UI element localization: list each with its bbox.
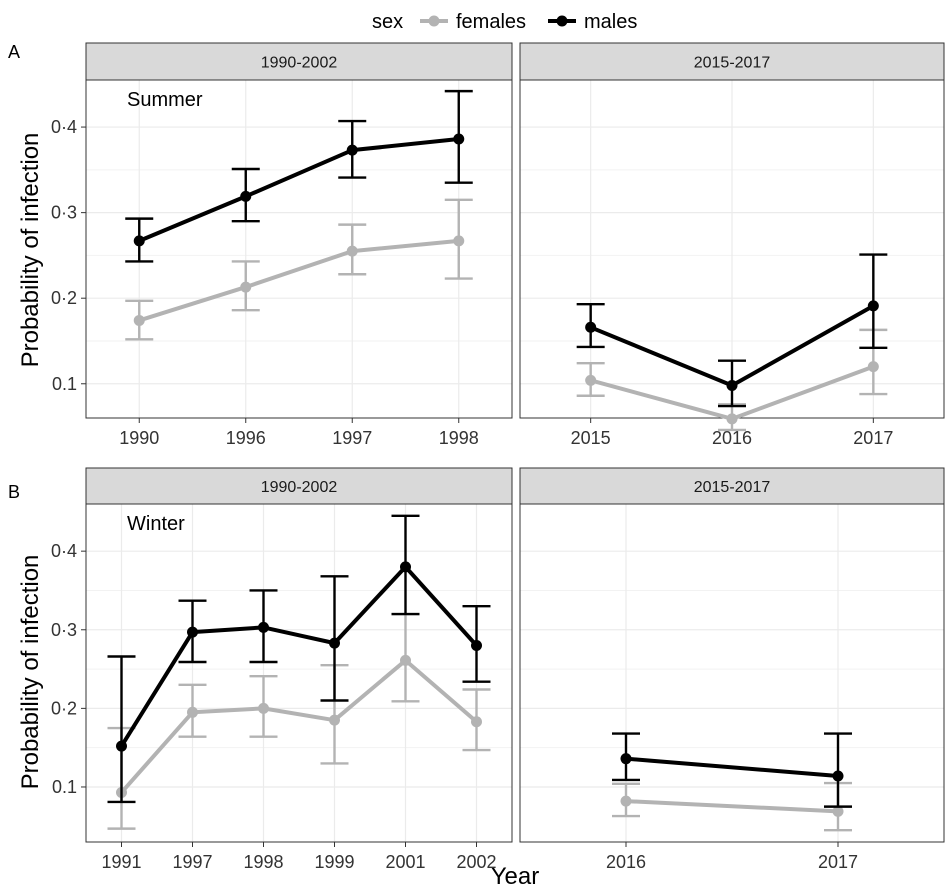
x-tick-label: 2015	[571, 428, 611, 448]
facet-strip-label: 1990-2002	[261, 479, 338, 496]
panel-b-1990-2002: 1990-2002 0.1 0·2 0·3 0·4 1991 1997 1998 1999 200…	[51, 467, 513, 872]
data-point-females	[133, 314, 145, 326]
data-point-males	[867, 300, 879, 312]
data-point-males	[620, 753, 632, 765]
series-females	[125, 198, 473, 341]
facet-strip	[519, 467, 945, 505]
data-point-females	[471, 716, 482, 728]
panel-border	[85, 503, 513, 843]
y-tick-label: 0.1	[52, 777, 77, 797]
panel-border	[85, 79, 513, 419]
data-point-males	[187, 626, 198, 638]
y-tick-label: 0·3	[51, 203, 77, 223]
x-tick-label: 2016	[712, 428, 752, 448]
legend-label-males: males	[584, 11, 637, 33]
x-tick-label: 2002	[456, 852, 496, 872]
y-tick-label: 0·2	[51, 698, 77, 718]
plot-area	[86, 504, 512, 842]
data-point-females	[258, 702, 269, 714]
legend-label-females: females	[456, 11, 526, 33]
data-point-males	[329, 637, 340, 649]
x-tick-label: 1990	[119, 428, 159, 448]
x-tick-label: 1998	[243, 852, 283, 872]
series-line-males	[625, 756, 839, 778]
data-point-females	[585, 374, 597, 386]
panel-a-2015-2017: 2015-2017 2015 2016 2017	[519, 42, 945, 448]
x-tick-label: 1997	[332, 428, 372, 448]
x-tick-label: 1999	[314, 852, 354, 872]
y-axis-title-a: Probability of infection	[17, 133, 44, 368]
series-line-males	[119, 564, 478, 748]
data-point-males	[832, 770, 844, 782]
panel-b-2015-2017: 2015-2017 2016 2017	[519, 467, 945, 872]
panel-a-1990-2002: 1990-2002 0.1 0·2 0·3 0·4 1990 1996 1997 1998 Sum…	[51, 42, 513, 448]
data-point-males	[471, 639, 482, 651]
y-axis-title-b: Probability of infection	[17, 555, 44, 790]
data-point-males	[116, 740, 127, 752]
data-point-females	[400, 654, 411, 666]
x-tick-label: 2001	[385, 852, 425, 872]
panel-border	[519, 503, 945, 843]
data-point-females	[187, 706, 198, 718]
data-point-females	[453, 235, 465, 247]
data-point-males	[585, 321, 597, 333]
data-point-females	[329, 714, 340, 726]
plot-area	[520, 504, 944, 842]
x-tick-label: 1991	[101, 852, 141, 872]
y-tick-label: 0.1	[52, 374, 77, 394]
season-label: Winter	[127, 513, 185, 535]
data-point-males	[726, 379, 738, 391]
series-males	[125, 89, 473, 263]
data-point-males	[400, 561, 411, 573]
x-axis-title: Year	[491, 863, 540, 890]
y-tick-label: 0·2	[51, 288, 77, 308]
x-tick-label: 1996	[226, 428, 266, 448]
series-males	[576, 253, 888, 408]
facet-strip	[85, 42, 513, 81]
legend-key-males-point	[556, 15, 568, 27]
data-point-females	[346, 245, 358, 257]
data-point-females	[867, 361, 879, 373]
facet-strip-label: 1990-2002	[261, 55, 338, 72]
data-point-females	[620, 795, 632, 807]
legend-title: sex	[372, 11, 403, 33]
y-tick-label: 0·3	[51, 620, 77, 640]
series-line-females	[625, 799, 839, 814]
legend-key-females-point	[428, 15, 440, 27]
data-point-females	[240, 281, 252, 293]
data-point-males	[133, 235, 145, 247]
series-line-females	[120, 658, 478, 794]
x-tick-label: 2017	[853, 428, 893, 448]
y-tick-label: 0·4	[51, 117, 77, 137]
data-point-females	[832, 805, 844, 817]
x-tick-label: 1997	[172, 852, 212, 872]
facet-strip-label: 2015-2017	[694, 55, 771, 72]
season-label: Summer	[127, 89, 203, 111]
legend: sex females males	[372, 11, 637, 33]
data-point-males	[453, 133, 465, 145]
data-point-males	[240, 190, 252, 202]
panel-tag-a: A	[8, 42, 20, 62]
data-point-males	[346, 144, 358, 156]
series-males	[107, 514, 491, 804]
x-tick-label: 2017	[818, 852, 858, 872]
x-tick-label: 2016	[606, 852, 646, 872]
plot-area	[86, 80, 512, 418]
series-males	[612, 732, 852, 808]
x-tick-label: 1998	[439, 428, 479, 448]
series-line-males	[138, 137, 459, 243]
series-line-females	[138, 238, 459, 323]
facet-strip-label: 2015-2017	[694, 479, 771, 496]
data-point-males	[258, 621, 269, 633]
data-point-females	[726, 413, 738, 425]
y-tick-label: 0·4	[51, 541, 77, 561]
panel-tag-b: B	[8, 482, 20, 502]
